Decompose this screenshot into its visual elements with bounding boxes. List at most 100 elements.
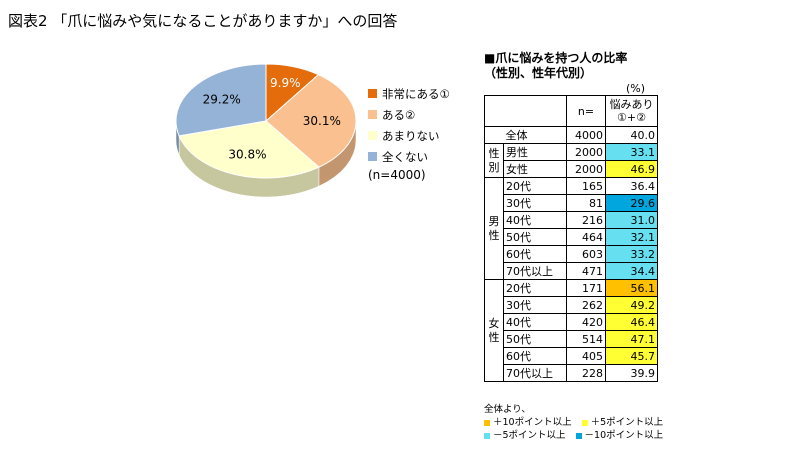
note-minus5: －5ポイント以上 [484,429,566,442]
table-row: 全体 4000 40.0 [484,126,658,144]
note-label: －10ポイント以上 [584,430,664,441]
sample-size-note: (n=4000) [368,168,426,182]
row-value: 49.2 [605,296,658,314]
table-title-line2: （性別、性年代別） [484,66,593,80]
header-has-worry: 悩みあり ①+② [605,95,658,127]
row-n: 165 [566,177,606,195]
header-blank [484,95,504,127]
table-row: 50代 464 32.1 [485,228,658,246]
pie-legend: 非常にある① ある② あまりない 全くない [368,83,450,167]
notes-row-plus: ＋10ポイント以上 ＋5ポイント以上 [484,416,673,429]
note-swatch [484,432,490,439]
header-has-worry-line2: ①+② [617,111,646,124]
note-label: ＋5ポイント以上 [590,417,664,428]
note-minus10: －10ポイント以上 [575,429,664,442]
pie-data-label-0: 9.9% [270,76,301,90]
legend-label: ある② [382,107,416,122]
legend-swatch [368,89,377,98]
row-label: 40代 [503,211,567,229]
row-value: 39.9 [605,364,658,382]
note-swatch [575,432,582,439]
row-label: 30代 [503,296,567,314]
table-row: 70代以上 228 39.9 [485,364,658,382]
row-value: 47.1 [605,330,658,348]
legend-label: あまりない [382,128,440,143]
row-n: 262 [566,296,606,314]
row-n: 603 [566,245,606,263]
table-row: 70代以上 471 34.4 [485,262,658,280]
row-n: 4000 [566,126,606,144]
row-label: 20代 [503,279,567,297]
row-value: 29.6 [605,194,658,212]
table-row: 50代 514 47.1 [485,330,658,348]
table-notes: 全体より、 ＋10ポイント以上 ＋5ポイント以上 －5ポイント以上 －10ポイン… [484,403,673,442]
page-title: 図表2 「爪に悩みや気になることがありますか」への回答 [8,12,398,30]
row-n: 2000 [566,143,606,161]
table-title-line1: ■爪に悩みを持つ人の比率 [484,51,628,65]
legend-swatch [368,110,377,119]
row-label: 男性 [503,143,567,161]
table-row: 女性 2000 46.9 [485,160,658,178]
note-swatch [484,419,490,426]
legend-swatch [368,152,377,161]
row-label: 60代 [503,245,567,263]
row-n: 171 [566,279,606,297]
row-value: 56.1 [605,279,658,297]
note-swatch [581,419,588,426]
row-value: 36.4 [605,177,658,195]
row-label: 40代 [503,313,567,331]
row-n: 471 [566,262,606,280]
table-unit: (%) [626,82,646,95]
row-label: 60代 [503,347,567,365]
legend-swatch [368,131,377,140]
row-group-label: 性別 [484,143,504,178]
row-label: 20代 [503,177,567,195]
row-label: 70代以上 [503,364,567,382]
pie-data-label-1: 30.1% [303,114,341,128]
table-row: 30代 81 29.6 [485,194,658,212]
table-row: 40代 420 46.4 [485,313,658,331]
table-row: 30代 262 49.2 [485,296,658,314]
table-row: 60代 603 33.2 [485,245,658,263]
row-value: 45.7 [605,347,658,365]
row-value: 46.9 [605,160,658,178]
row-value: 31.0 [605,211,658,229]
ratio-table: n= 悩みあり ①+② 全体 4000 40.0 性別男性 2000 33.1 女性 2000… [484,95,658,382]
table-header-row: n= 悩みあり ①+② [484,95,658,127]
header-n: n= [566,95,606,127]
row-value: 32.1 [605,228,658,246]
legend-item-none: 全くない [368,146,450,167]
row-n: 2000 [566,160,606,178]
row-n: 420 [566,313,606,331]
notes-row-minus: －5ポイント以上 －10ポイント以上 [484,429,673,442]
row-label: 30代 [503,194,567,212]
row-value: 40.0 [605,126,658,144]
pie-slice-1 [265,74,357,168]
table-row: 女性 20代 171 56.1 [484,279,658,382]
row-value: 34.4 [605,262,658,280]
pie-slice-3 [175,63,267,137]
legend-label: 全くない [382,149,428,164]
table-row: 男性 20代 165 36.4 [484,177,658,280]
legend-item-very-much: 非常にある① [368,83,450,104]
pie-slice-2 [178,120,320,179]
row-label: 50代 [503,228,567,246]
row-n: 228 [566,364,606,382]
row-label: 女性 [503,160,567,178]
row-label: 全体 [503,126,567,144]
note-label: ＋10ポイント以上 [493,417,572,428]
row-group-label [484,126,504,144]
note-label: －5ポイント以上 [493,430,566,441]
row-value: 33.2 [605,245,658,263]
row-n: 81 [566,194,606,212]
row-group-label: 女性 [484,279,504,382]
row-n: 464 [566,228,606,246]
notes-heading: 全体より、 [484,404,531,415]
pie-data-label-2: 30.8% [228,147,266,161]
table-row: 60代 405 45.7 [485,347,658,365]
row-value: 33.1 [605,143,658,161]
header-has-worry-line1: 悩みあり [609,98,654,111]
legend-label: 非常にある① [382,86,450,101]
row-n: 405 [566,347,606,365]
